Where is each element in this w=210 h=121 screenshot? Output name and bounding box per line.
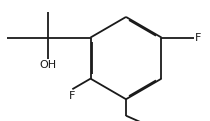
Text: F: F (69, 91, 76, 101)
Text: OH: OH (39, 60, 56, 70)
Text: F: F (195, 33, 202, 42)
